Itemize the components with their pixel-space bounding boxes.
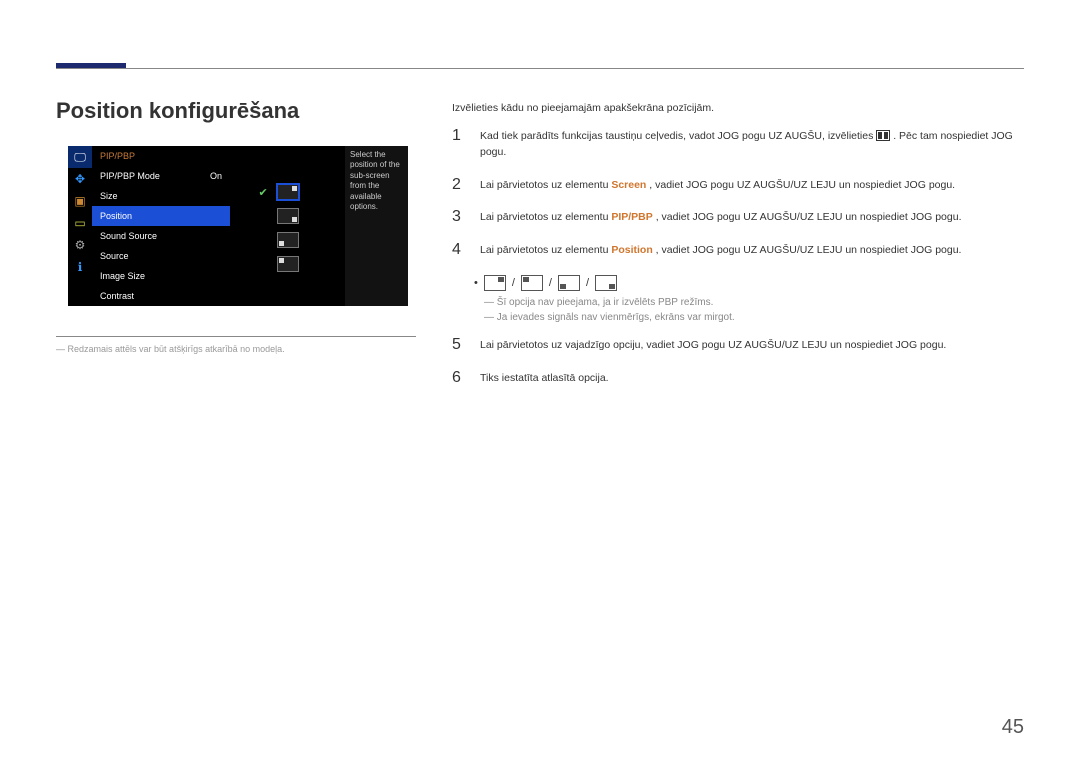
step-4: 4 Lai pārvietotos uz elementu Position ,… <box>452 242 1024 259</box>
step-number: 1 <box>452 128 480 144</box>
info-icon: ℹ <box>68 256 92 278</box>
highlight-pippbp: PIP/PBP <box>611 211 652 223</box>
osd-item-contrast[interactable]: Contrast <box>92 286 230 306</box>
monitor-icon: 🖵 <box>68 146 92 168</box>
step-text: Lai pārvietotos uz elementu PIP/PBP , va… <box>480 209 962 226</box>
osd-panel: 🖵 ✥ ▣ ▭ ⚙ ℹ PIP/PBP PIP/PBP Mode On Size… <box>68 146 408 306</box>
pos-opt-tl-icon <box>521 275 543 291</box>
instructions-column: Izvēlieties kādu no pieejamajām apakšekr… <box>452 102 1024 402</box>
bullet-dot: • <box>474 277 478 289</box>
pos-opt-bl-icon <box>558 275 580 291</box>
pos-opt-tr-icon <box>484 275 506 291</box>
osd-item-mode[interactable]: PIP/PBP Mode On <box>92 166 230 186</box>
step-text: Lai pārvietotos uz elementu Position , v… <box>480 242 961 259</box>
highlight-position: Position <box>611 244 652 256</box>
step-number: 4 <box>452 242 480 258</box>
left-divider <box>56 336 416 337</box>
osd-item-soundsource[interactable]: Sound Source <box>92 226 230 246</box>
model-footnote: Redzamais attēls var būt atšķirīgs atkar… <box>56 344 285 354</box>
step-5: 5 Lai pārvietotos uz vajadzīgo opciju, v… <box>452 337 1024 354</box>
step-text: Lai pārvietotos uz elementu Screen , vad… <box>480 177 955 194</box>
osd-item-value: On <box>210 171 222 181</box>
gear-icon: ⚙ <box>68 234 92 256</box>
pos-opt-br-icon <box>595 275 617 291</box>
step-2: 2 Lai pārvietotos uz elementu Screen , v… <box>452 177 1024 194</box>
step-6: 6 Tiks iestatīta atlasītā opcija. <box>452 370 1024 387</box>
osd-item-size[interactable]: Size <box>92 186 230 206</box>
position-thumb-tr[interactable] <box>277 184 299 200</box>
check-icon: ✔ <box>259 186 268 199</box>
osd-menu: PIP/PBP PIP/PBP Mode On Size Position So… <box>92 146 230 306</box>
position-thumb-bl[interactable] <box>277 232 299 248</box>
color-icon: ▭ <box>68 212 92 234</box>
page-number: 45 <box>1002 716 1024 739</box>
page-title: Position konfigurēšana <box>56 98 299 124</box>
step-number: 5 <box>452 337 480 353</box>
step-text: Lai pārvietotos uz vajadzīgo opciju, vad… <box>480 337 946 354</box>
osd-preview-column: ✔ <box>230 146 345 306</box>
step-number: 3 <box>452 209 480 225</box>
osd-header: PIP/PBP <box>92 146 230 166</box>
osd-item-source[interactable]: Source <box>92 246 230 266</box>
header-rule <box>56 68 1024 69</box>
osd-item-label: PIP/PBP Mode <box>100 171 160 181</box>
move-icon: ✥ <box>68 168 92 190</box>
highlight-screen: Screen <box>611 179 646 191</box>
position-thumb-tl[interactable] <box>277 256 299 272</box>
position-thumb-br[interactable] <box>277 208 299 224</box>
step-1: 1 Kad tiek parādīts funkcijas taustiņu c… <box>452 128 1024 161</box>
subnote-pbp: Šī opcija nav pieejama, ja ir izvēlēts P… <box>484 297 1024 308</box>
step-text: Kad tiek parādīts funkcijas taustiņu ceļ… <box>480 128 1024 161</box>
osd-icon-column: 🖵 ✥ ▣ ▭ ⚙ ℹ <box>68 146 92 306</box>
subnote-signal: Ja ievades signāls nav vienmērīgs, ekrān… <box>484 312 1024 323</box>
step-number: 2 <box>452 177 480 193</box>
step-3: 3 Lai pārvietotos uz elementu PIP/PBP , … <box>452 209 1024 226</box>
step-text: Tiks iestatīta atlasītā opcija. <box>480 370 609 387</box>
menu-icon <box>876 130 890 141</box>
osd-item-imagesize[interactable]: Image Size <box>92 266 230 286</box>
intro-text: Izvēlieties kādu no pieejamajām apakšekr… <box>452 102 1024 114</box>
pip-icon: ▣ <box>68 190 92 212</box>
osd-item-position[interactable]: Position <box>92 206 230 226</box>
osd-info-text: Select the position of the sub-screen fr… <box>345 146 408 306</box>
position-options-row: • / / / <box>474 275 1024 291</box>
step-number: 6 <box>452 370 480 386</box>
